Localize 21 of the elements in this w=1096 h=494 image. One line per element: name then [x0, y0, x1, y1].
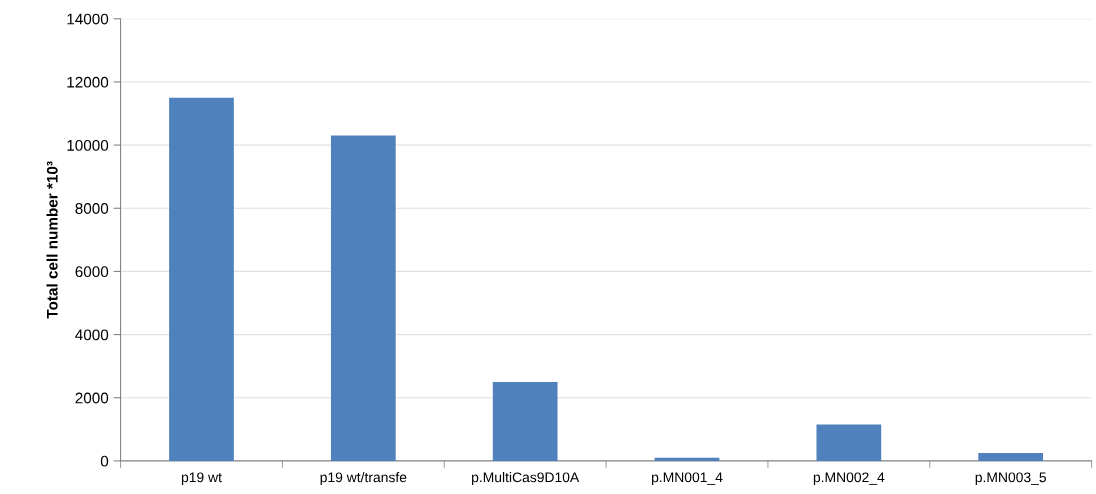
x-tick-label: p19 wt	[181, 472, 222, 485]
y-tick-label: 10000	[67, 139, 109, 151]
x-tick-label: p.MN003_5	[975, 472, 1047, 485]
y-tick-label: 2000	[75, 392, 109, 404]
y-tick-label: 8000	[75, 203, 109, 214]
y-tick-label: 4000	[75, 329, 109, 341]
bar	[654, 457, 720, 461]
x-tick-label: p.MN002_4	[813, 472, 885, 485]
bar	[492, 381, 558, 461]
y-tick-label: 12000	[67, 76, 109, 88]
bar	[816, 424, 882, 461]
y-tick-label: 14000	[67, 13, 109, 25]
y-axis-title: Total cell number *10³	[46, 161, 58, 319]
bar	[330, 135, 396, 461]
y-tick-label: 6000	[75, 266, 109, 278]
y-tick-label: 0	[100, 455, 109, 467]
x-tick-label: p19 wt/transfe	[320, 472, 407, 485]
bar	[978, 453, 1044, 461]
bar	[169, 97, 234, 461]
x-tick-label: p.MultiCas9D10A	[472, 472, 580, 485]
x-tick-label: p.MN001_4	[652, 472, 723, 485]
